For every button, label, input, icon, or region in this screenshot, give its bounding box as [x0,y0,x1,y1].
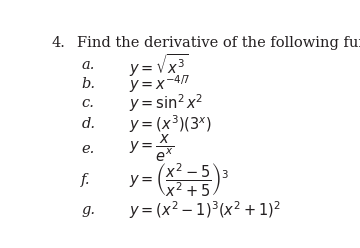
Text: a.: a. [81,58,95,72]
Text: 4.: 4. [52,36,66,50]
Text: b.: b. [81,77,95,91]
Text: c.: c. [81,96,94,110]
Text: $y = \sqrt{x^{3}}$: $y = \sqrt{x^{3}}$ [129,52,188,79]
Text: f.: f. [81,173,91,187]
Text: Find the derivative of the following functions:: Find the derivative of the following fun… [77,36,360,50]
Text: e.: e. [81,142,95,156]
Text: $y = x^{-4/7}$: $y = x^{-4/7}$ [129,73,190,95]
Text: $y = \sin^{2} x^{2}$: $y = \sin^{2} x^{2}$ [129,93,203,114]
Text: g.: g. [81,203,95,217]
Text: $y = \left(\dfrac{x^{2}-5}{x^{2}+5}\right)^{3}$: $y = \left(\dfrac{x^{2}-5}{x^{2}+5}\righ… [129,161,229,199]
Text: $y = (x^{3})(3^{x})$: $y = (x^{3})(3^{x})$ [129,113,211,135]
Text: $y = (x^{2}-1)^{3}(x^{2}+1)^{2}$: $y = (x^{2}-1)^{3}(x^{2}+1)^{2}$ [129,199,280,221]
Text: $y = \dfrac{x}{e^{x}}$: $y = \dfrac{x}{e^{x}}$ [129,134,174,164]
Text: d.: d. [81,117,95,131]
